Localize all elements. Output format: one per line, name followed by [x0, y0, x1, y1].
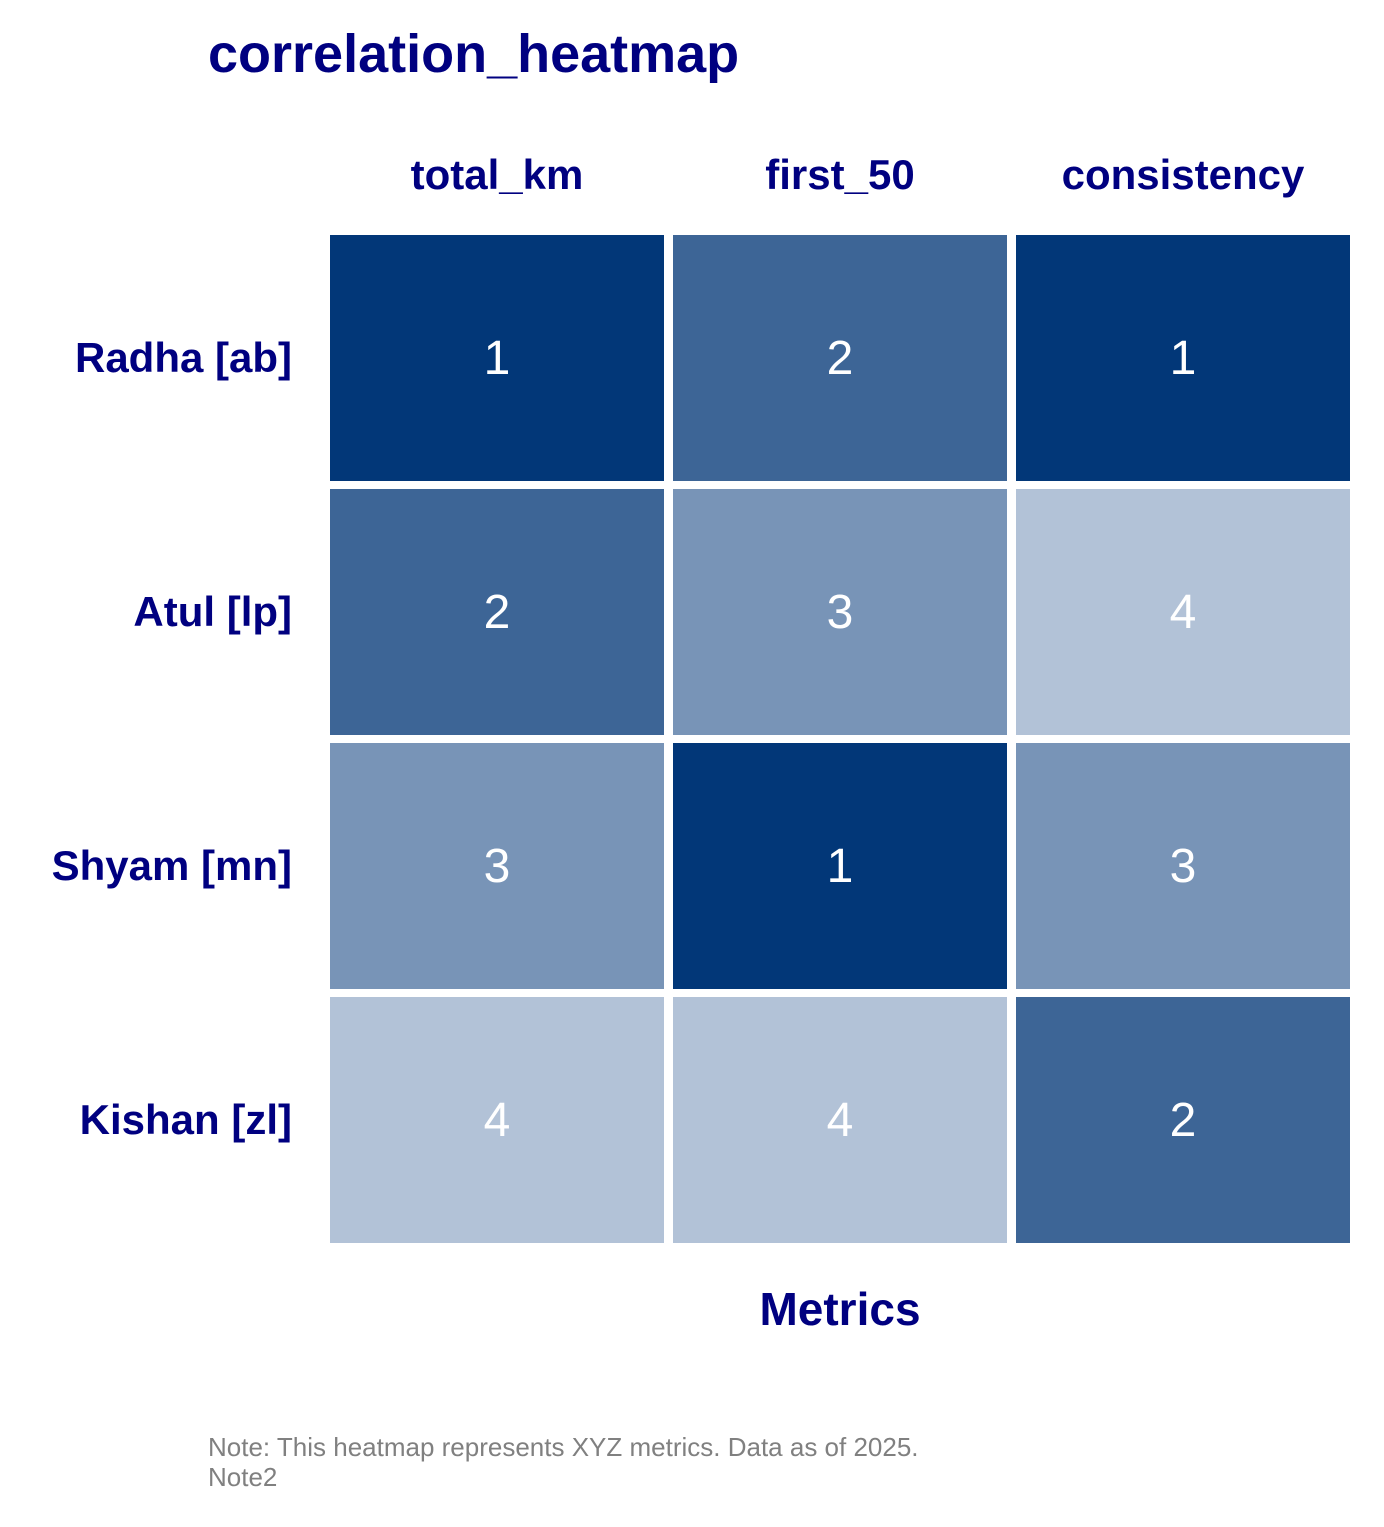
heatmap-cell-r3-c2: 2: [1016, 997, 1350, 1243]
column-label-0: total_km: [410, 151, 584, 198]
column-label-1: first_50: [765, 151, 915, 198]
row-label-0: Radha [ab]: [74, 334, 292, 381]
chart-title: correlation_heatmap: [208, 24, 740, 84]
heatmap-cell-r1-c0: 2: [330, 489, 664, 735]
note-line-1: Note: This heatmap represents XYZ metric…: [208, 1432, 919, 1462]
row-label-2: Shyam [mn]: [51, 842, 292, 889]
row-label-3: Kishan [zl]: [79, 1096, 292, 1143]
column-label-2: consistency: [1061, 151, 1305, 198]
heatmap-cell-r0-c0: 1: [330, 235, 664, 481]
heatmap-cell-r3-c0: 4: [330, 997, 664, 1243]
heatmap-cell-r2-c2: 3: [1016, 743, 1350, 989]
note-line-2: Note2: [208, 1462, 278, 1492]
heatmap-cell-r1-c2: 4: [1016, 489, 1350, 735]
heatmap-cell-r0-c1: 2: [673, 235, 1007, 481]
heatmap-cell-r2-c1: 1: [673, 743, 1007, 989]
heatmap-cell-r1-c1: 3: [673, 489, 1007, 735]
heatmap-cell-r2-c0: 3: [330, 743, 664, 989]
x-axis-label: Metrics: [759, 1283, 921, 1335]
heatmap-cell-r3-c1: 4: [673, 997, 1007, 1243]
heatmap-cell-r0-c2: 1: [1016, 235, 1350, 481]
row-label-1: Atul [lp]: [133, 588, 292, 635]
